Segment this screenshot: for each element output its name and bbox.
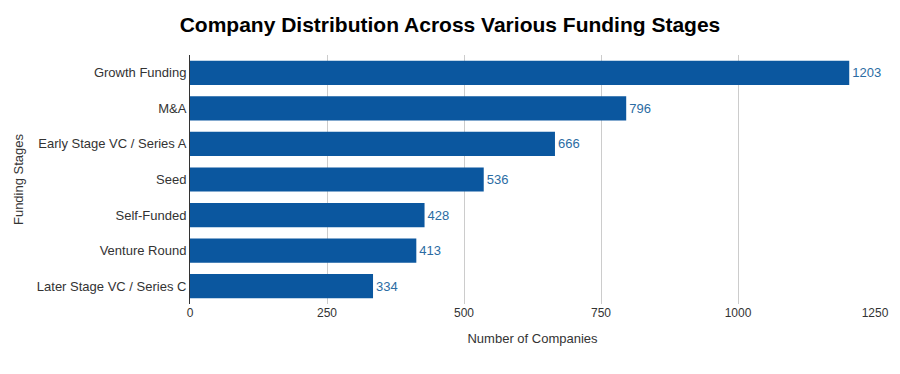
svg-text:Seed: Seed [156, 172, 186, 187]
svg-text:M&A: M&A [158, 101, 187, 116]
svg-text:796: 796 [629, 101, 651, 116]
svg-text:1203: 1203 [852, 65, 881, 80]
svg-text:1000: 1000 [725, 306, 752, 320]
svg-text:0: 0 [187, 306, 194, 320]
svg-text:Company Distribution Across Va: Company Distribution Across Various Fund… [180, 13, 721, 36]
svg-text:750: 750 [591, 306, 611, 320]
svg-text:1250: 1250 [862, 306, 889, 320]
svg-text:Number of Companies: Number of Companies [467, 331, 598, 346]
svg-text:Self-Funded: Self-Funded [116, 208, 187, 223]
svg-text:250: 250 [317, 306, 337, 320]
svg-text:Funding Stages: Funding Stages [11, 133, 26, 225]
svg-text:Early Stage VC / Series A: Early Stage VC / Series A [38, 136, 186, 151]
svg-text:334: 334 [376, 279, 398, 294]
svg-text:Venture Round: Venture Round [100, 243, 187, 258]
svg-text:428: 428 [428, 208, 450, 223]
svg-text:Growth Funding: Growth Funding [94, 65, 187, 80]
svg-text:536: 536 [487, 172, 509, 187]
svg-text:413: 413 [419, 243, 441, 258]
svg-text:666: 666 [558, 136, 580, 151]
svg-text:500: 500 [454, 306, 474, 320]
svg-text:Later Stage VC / Series C: Later Stage VC / Series C [37, 279, 187, 294]
